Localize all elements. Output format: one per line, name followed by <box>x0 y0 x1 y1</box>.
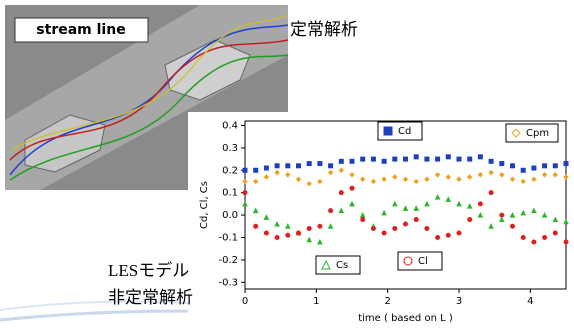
point <box>254 168 258 172</box>
point <box>297 231 301 235</box>
point <box>384 127 392 135</box>
point <box>414 218 418 222</box>
point <box>286 233 290 237</box>
point <box>264 231 268 235</box>
point <box>543 235 547 239</box>
point <box>382 159 386 163</box>
point <box>532 240 536 244</box>
point <box>339 159 343 163</box>
point <box>393 157 397 161</box>
x-tick-label: 1 <box>313 296 319 307</box>
point <box>275 164 279 168</box>
legend-label: Cpm <box>526 128 549 139</box>
point <box>371 157 375 161</box>
point <box>489 159 493 163</box>
point <box>553 231 557 235</box>
page: {"image_label": "stream line", "captions… <box>0 0 574 329</box>
point <box>436 235 440 239</box>
point <box>564 240 568 244</box>
legend-label: Cd <box>398 126 411 137</box>
point <box>446 233 450 237</box>
point <box>339 191 343 195</box>
y-tick-label: 0.4 <box>222 120 238 131</box>
point <box>425 227 429 231</box>
y-tick-label: -0.2 <box>218 255 238 266</box>
point <box>500 162 504 166</box>
y-tick-label: 0.1 <box>222 188 238 199</box>
point <box>468 157 472 161</box>
y-tick-label: -0.1 <box>218 232 238 243</box>
point <box>489 191 493 195</box>
legend-label: Cl <box>418 256 428 267</box>
point <box>457 157 461 161</box>
point <box>361 218 365 222</box>
point <box>243 168 247 172</box>
point <box>286 164 290 168</box>
point <box>275 235 279 239</box>
y-axis-label: Cd, Cl, Cs <box>199 181 210 229</box>
point <box>500 213 504 217</box>
image-label: stream line <box>36 22 125 38</box>
point <box>425 157 429 161</box>
x-tick-label: 4 <box>527 296 533 307</box>
point <box>318 224 322 228</box>
point <box>318 162 322 166</box>
point <box>478 155 482 159</box>
point <box>414 155 418 159</box>
point <box>371 227 375 231</box>
caption: 非定常解析 <box>108 288 193 308</box>
point <box>446 155 450 159</box>
x-axis-label: time ( based on L ) <box>358 313 453 324</box>
point <box>478 202 482 206</box>
point <box>329 164 333 168</box>
point <box>543 164 547 168</box>
point <box>511 164 515 168</box>
point <box>436 157 440 161</box>
point <box>521 235 525 239</box>
y-tick-label: -0.3 <box>218 277 238 288</box>
point <box>521 168 525 172</box>
caption: 定常解析 <box>290 20 358 40</box>
point <box>264 166 268 170</box>
scene: stream line 定常解析 LESモデル 非定常解析 -0.3 -0.2 -0… <box>0 0 574 329</box>
point <box>393 227 397 231</box>
point <box>404 222 408 226</box>
point <box>297 164 301 168</box>
point <box>382 231 386 235</box>
point <box>307 162 311 166</box>
caption: LESモデル <box>108 260 189 280</box>
x-tick-label: 3 <box>456 296 462 307</box>
point <box>307 227 311 231</box>
y-tick-label: 0.0 <box>222 210 238 221</box>
point <box>243 191 247 195</box>
legend-label: Cs <box>336 260 348 271</box>
point <box>350 186 354 190</box>
point <box>468 218 472 222</box>
point <box>404 157 408 161</box>
point <box>511 224 515 228</box>
point <box>350 159 354 163</box>
y-tick-label: 0.2 <box>222 165 238 176</box>
point <box>564 162 568 166</box>
point <box>532 166 536 170</box>
x-tick-label: 0 <box>242 296 248 307</box>
point <box>457 231 461 235</box>
x-tick-label: 2 <box>384 296 390 307</box>
point <box>361 157 365 161</box>
point <box>329 209 333 213</box>
point <box>254 224 258 228</box>
point <box>553 164 557 168</box>
y-tick-label: 0.3 <box>222 143 238 154</box>
